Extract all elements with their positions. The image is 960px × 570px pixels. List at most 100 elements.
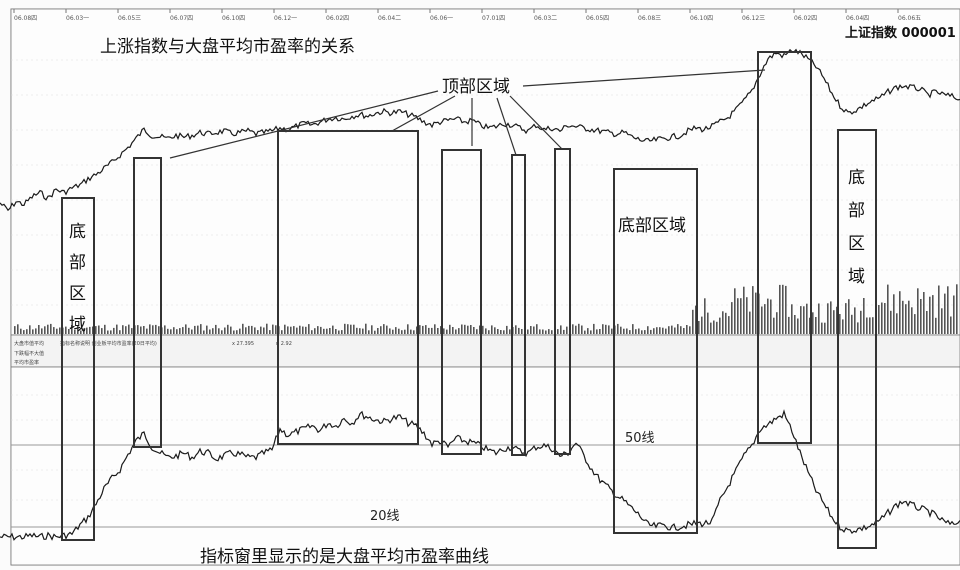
- volume-bar: [185, 324, 187, 334]
- volume-bar: [131, 328, 133, 334]
- volume-bar: [650, 329, 652, 334]
- date-tick-label: 06.04四: [846, 15, 869, 22]
- volume-bar: [722, 311, 724, 334]
- volume-bar: [482, 325, 484, 334]
- volume-bar: [707, 312, 709, 334]
- volume-bar: [671, 325, 673, 334]
- bottom-region-box-3: [837, 129, 877, 549]
- volume-bar: [257, 330, 259, 334]
- volume-bar: [59, 327, 61, 334]
- volume-bar: [281, 330, 283, 334]
- volume-bar: [68, 329, 70, 334]
- volume-bar: [443, 328, 445, 334]
- bottom-region-label-3: 底部区域: [848, 168, 865, 287]
- volume-bar: [743, 286, 745, 334]
- volume-bar: [686, 325, 688, 334]
- volume-bar: [839, 314, 841, 334]
- volume-bar: [731, 302, 733, 334]
- volume-bar: [74, 330, 76, 334]
- date-tick-label: 06.12一: [274, 15, 297, 22]
- volume-bar: [755, 292, 757, 334]
- volume-bar: [794, 315, 796, 334]
- top-region-box-2: [277, 130, 419, 445]
- volume-bar: [212, 328, 214, 334]
- volume-bar: [824, 322, 826, 334]
- volume-bar: [179, 328, 181, 334]
- volume-bar: [242, 323, 244, 334]
- volume-bar: [611, 328, 613, 334]
- top-region-box-6: [757, 51, 812, 444]
- volume-bar: [56, 328, 58, 334]
- side-label-1: 下跌幅不大值: [14, 350, 44, 357]
- bottom-region-label-2: 底部区域: [618, 216, 686, 236]
- date-tick-label: 07.01四: [482, 15, 505, 22]
- volume-bar: [776, 312, 778, 334]
- volume-bar: [314, 328, 316, 334]
- volume-bar: [146, 328, 148, 334]
- volume-bar: [455, 329, 457, 334]
- volume-bar: [893, 294, 895, 334]
- volume-bar: [350, 324, 352, 334]
- volume-bar: [266, 323, 268, 334]
- vertical-label-char: 域: [848, 267, 865, 287]
- volume-bar: [854, 307, 856, 334]
- pe-panel: [10, 366, 960, 566]
- volume-bar: [449, 324, 451, 334]
- volume-bar: [299, 325, 301, 334]
- date-tick-label: 06.08四: [14, 15, 37, 22]
- volume-bar: [680, 326, 682, 334]
- volume-bar: [896, 313, 898, 334]
- info-bar: [10, 334, 960, 368]
- volume-bar: [608, 325, 610, 334]
- volume-bar: [215, 324, 217, 334]
- volume-bar: [230, 326, 232, 334]
- volume-bar: [932, 295, 934, 334]
- volume-bar: [947, 286, 949, 334]
- volume-bar: [209, 329, 211, 334]
- volume-bar: [287, 326, 289, 334]
- volume-bar: [491, 325, 493, 334]
- volume-bar: [827, 303, 829, 334]
- volume-bar: [620, 326, 622, 334]
- volume-bar: [788, 316, 790, 334]
- volume-bar: [638, 328, 640, 334]
- volume-bar: [95, 326, 97, 334]
- volume-bar: [593, 323, 595, 334]
- volume-bar: [941, 308, 943, 334]
- volume-bar: [44, 326, 46, 334]
- volume-bar: [380, 326, 382, 334]
- volume-bar: [416, 326, 418, 334]
- date-axis: 06.08四 06.03一 06.05三 06.07四 06.10四 06.12一 06.0…: [13, 9, 921, 22]
- volume-bar: [35, 328, 37, 334]
- volume-bar: [701, 316, 703, 334]
- volume-bar: [605, 324, 607, 334]
- volume-bar: [773, 317, 775, 334]
- volume-bar: [917, 288, 919, 334]
- volume-bar: [890, 310, 892, 334]
- volume-bar: [233, 330, 235, 334]
- volume-bar: [149, 324, 151, 334]
- volume-bar: [557, 329, 559, 334]
- volume-bar: [800, 306, 802, 334]
- volume-bar: [887, 284, 889, 334]
- volume-bar: [32, 329, 34, 334]
- volume-bar: [617, 323, 619, 334]
- volume-bar: [197, 325, 199, 334]
- volume-bar: [275, 325, 277, 334]
- volume-bar: [929, 296, 931, 334]
- volume-bar: [332, 325, 334, 334]
- top-region-box-5: [554, 148, 571, 455]
- volume-bar: [347, 324, 349, 334]
- volume-bar: [176, 329, 178, 334]
- volume-bar: [158, 326, 160, 334]
- volume-bar: [170, 329, 172, 334]
- volume-bar: [815, 317, 817, 334]
- volume-bar: [863, 298, 865, 334]
- volume-bar: [41, 328, 43, 334]
- volume-bar: [461, 324, 463, 334]
- volume-bar: [203, 330, 205, 334]
- volume-bar: [47, 324, 49, 334]
- volume-bar: [446, 329, 448, 334]
- volume-bar: [710, 322, 712, 334]
